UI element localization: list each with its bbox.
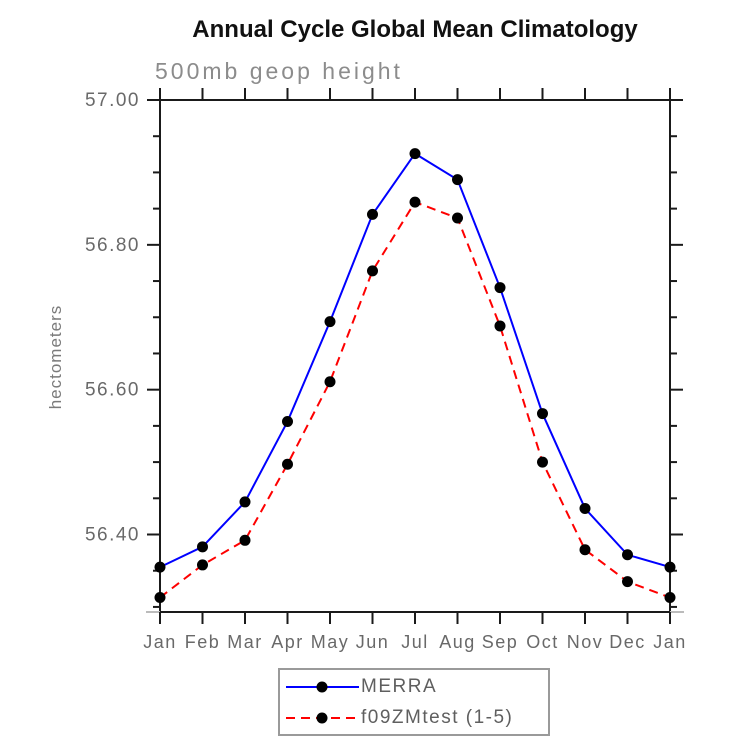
- data-point: [664, 561, 676, 573]
- data-point: [494, 282, 506, 294]
- chart-subtitle: 500mb geop height: [155, 58, 403, 84]
- x-tick-label: May: [311, 632, 350, 652]
- x-tick-label: Mar: [227, 632, 263, 652]
- x-tick-label: Jan: [653, 632, 687, 652]
- data-point: [664, 592, 676, 604]
- y-tick-label: 57.00: [85, 90, 140, 111]
- data-point: [452, 174, 463, 186]
- series-line-1: [159, 200, 671, 599]
- x-tick-label: Jun: [356, 632, 390, 652]
- data-point: [282, 458, 293, 470]
- f09zmtest-line-sample-icon: [286, 712, 359, 723]
- data-point: [537, 408, 548, 420]
- legend: MERRA f09ZMtest (1-5): [278, 668, 550, 736]
- data-point: [282, 416, 293, 428]
- data-point: [367, 208, 378, 220]
- series-line-0: [159, 152, 671, 569]
- x-tick-label: Dec: [609, 632, 646, 652]
- legend-label-f09zmtest: f09ZMtest (1-5): [361, 706, 514, 728]
- data-point: [239, 534, 251, 546]
- merra-line-sample-icon: [286, 681, 359, 692]
- x-tick-label: Nov: [567, 632, 604, 652]
- data-point: [154, 561, 166, 573]
- x-tick-label: Sep: [482, 632, 519, 652]
- data-point: [367, 265, 378, 277]
- chart-title: Annual Cycle Global Mean Climatology: [192, 16, 638, 43]
- x-tick-label: Jan: [143, 632, 177, 652]
- data-point: [622, 549, 633, 561]
- data-point: [579, 502, 591, 514]
- data-point: [197, 559, 208, 571]
- data-point: [452, 212, 463, 224]
- data-point: [622, 576, 633, 588]
- data-point: [154, 592, 166, 604]
- data-point: [197, 541, 208, 553]
- y-tick-label: 56.40: [85, 525, 140, 546]
- y-tick-label: 56.60: [85, 380, 140, 401]
- y-axis-title: hectometers: [46, 304, 65, 410]
- data-point: [409, 196, 421, 208]
- legend-label-merra: MERRA: [361, 675, 438, 697]
- x-tick-label: Apr: [271, 632, 304, 652]
- legend-item-merra: MERRA: [280, 671, 548, 702]
- data-point: [409, 148, 421, 160]
- data-point: [537, 456, 548, 468]
- data-point: [494, 320, 506, 332]
- data-point: [324, 376, 336, 388]
- x-tick-label: Feb: [185, 632, 221, 652]
- y-tick-label: 56.80: [85, 235, 140, 256]
- x-tick-label: Jul: [401, 632, 429, 652]
- data-point: [239, 496, 251, 508]
- axis-frame: [159, 99, 671, 613]
- x-tick-label: Aug: [439, 632, 476, 652]
- legend-item-f09zmtest: f09ZMtest (1-5): [280, 702, 548, 733]
- data-point: [579, 544, 591, 556]
- x-tick-label: Oct: [526, 632, 559, 652]
- data-point: [324, 316, 336, 328]
